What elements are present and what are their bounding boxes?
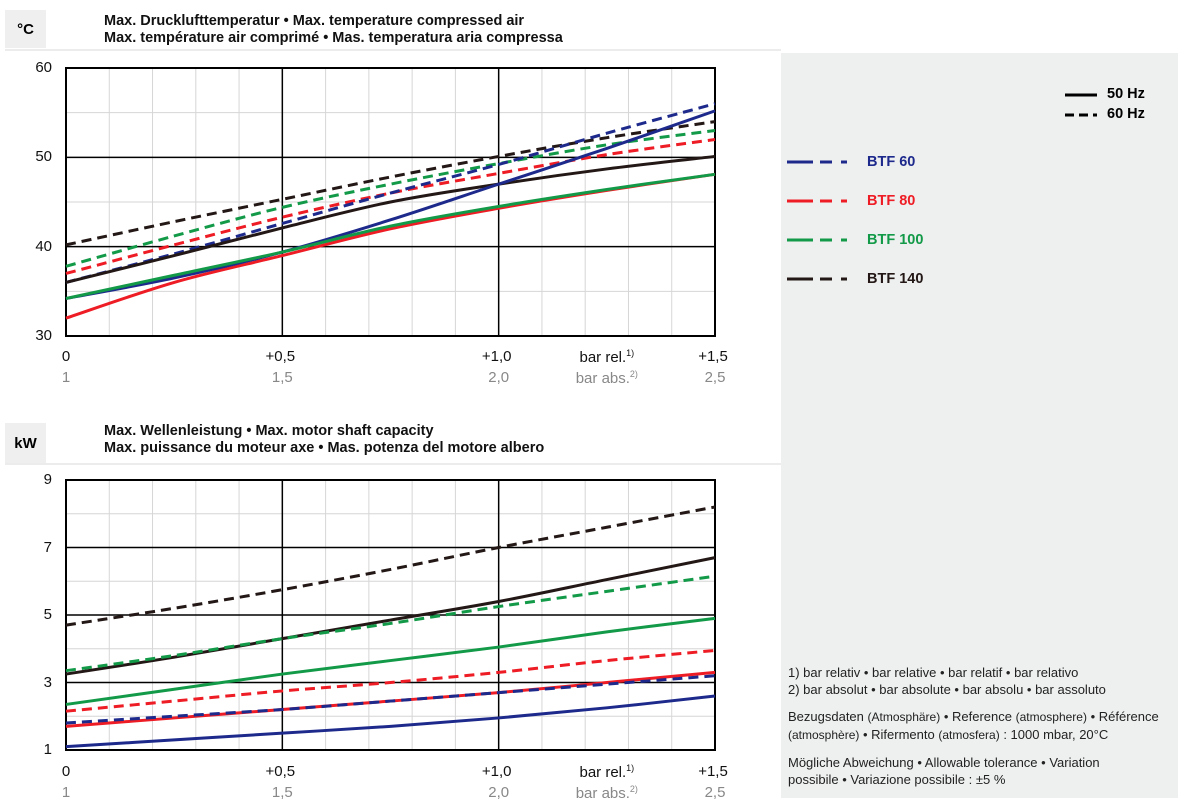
y-tick-label: 5: [43, 606, 52, 623]
ref-text: (atmosphère): [788, 728, 860, 742]
y-tick-label: 7: [43, 538, 52, 556]
series-line-btf-100-60-hz: [65, 574, 716, 673]
footnote-marker: 1): [626, 348, 635, 358]
legend-btf60: BTF 60: [867, 154, 916, 170]
legend-btf80: BTF 80: [867, 193, 916, 209]
ref-text: • Référence: [1086, 709, 1159, 724]
y-tick-label: 30: [35, 327, 52, 344]
legend-btf140: BTF 140: [867, 271, 924, 287]
x-axis-label-rel: bar rel.1): [579, 348, 634, 366]
tolerance-line-1: Mögliche Abweichung • Allowable toleranc…: [788, 755, 1100, 770]
footnote-2: 2) bar absolut • bar absolute • bar abso…: [788, 682, 1106, 697]
header-divider: [5, 463, 781, 465]
x-axis-label-rel: bar rel.1): [579, 763, 634, 781]
legend-panel: 50 Hz 60 Hz BTF 60 BTF 80 BTF 100 BTF 14…: [781, 53, 1178, 798]
x-tick-rel: +1,5: [698, 763, 728, 780]
label-text: bar abs.: [575, 370, 630, 387]
y-tick-label: 3: [43, 673, 52, 691]
series-line-btf-100-50-hz: [65, 616, 716, 706]
legend-50hz: 50 Hz: [1107, 86, 1145, 102]
title-line-2: Max. température air comprimé • Mas. tem…: [104, 30, 563, 46]
footnote-marker: 2): [629, 369, 638, 379]
y-tick-label: 50: [35, 148, 52, 166]
series-line-btf-60-60-hz: [65, 102, 716, 284]
y-tick-label: 9: [43, 471, 52, 488]
tolerance-note: Mögliche Abweichung • Allowable toleranc…: [788, 754, 1178, 788]
x-tick-rel: +0,5: [265, 763, 296, 780]
footnotes: 1) bar relativ • bar relative • bar rela…: [788, 664, 1178, 788]
ref-text: (Atmosphäre): [867, 710, 941, 724]
x-tick-abs: 1: [61, 784, 71, 801]
unit-label-power: kW: [5, 423, 46, 463]
series-line-btf-80-60-hz: [65, 648, 716, 713]
title-line-1: Max. Drucklufttemperatur • Max. temperat…: [104, 13, 525, 29]
x-tick-abs: 2,5: [704, 369, 726, 386]
plot-frame: [65, 479, 716, 751]
footnote-1: 1) bar relativ • bar relative • bar rela…: [788, 665, 1079, 680]
series-line-btf-140-50-hz: [65, 154, 716, 284]
footnote-marker: 1): [626, 763, 635, 773]
ref-text: • Reference: [940, 709, 1016, 724]
x-tick-abs: 2,0: [488, 784, 510, 801]
unit-label-temperature: °C: [5, 10, 46, 48]
label-text: bar abs.: [575, 785, 630, 802]
plot-frame: [65, 67, 716, 337]
x-tick-rel: +0,5: [265, 348, 296, 365]
x-tick-abs: 2,5: [704, 784, 726, 801]
x-tick-rel: 0: [61, 763, 71, 780]
y-tick-label: 1: [43, 741, 52, 758]
ref-text: : 1000 mbar, 20°C: [999, 727, 1109, 742]
chart-title-power: Max. Wellenleistung • Max. motor shaft c…: [104, 423, 544, 457]
label-text: bar rel.: [579, 764, 627, 781]
legend-60hz: 60 Hz: [1107, 106, 1145, 122]
chart-title-temperature: Max. Drucklufttemperatur • Max. temperat…: [104, 13, 563, 47]
x-tick-abs: 1: [61, 369, 71, 386]
footnote-marker: 2): [629, 784, 638, 794]
ref-text: (atmosphere): [1015, 710, 1087, 724]
x-tick-rel: 0: [61, 348, 71, 365]
series-line-btf-140-60-hz: [65, 120, 716, 247]
x-axis-label-abs: bar abs.2): [576, 784, 638, 802]
label-text: bar rel.: [579, 349, 627, 366]
ref-text: (atmosfera): [938, 728, 1000, 742]
x-tick-rel: +1,0: [481, 348, 512, 365]
header-divider: [5, 49, 781, 51]
title-line-2: Max. puissance du moteur axe • Mas. pote…: [104, 440, 545, 456]
reference-note: Bezugsdaten (Atmosphäre) • Reference (at…: [788, 708, 1178, 744]
legend-swatches: [787, 93, 1097, 281]
series-line-btf-140-50-hz: [65, 556, 716, 676]
ref-text: • Rifermento: [859, 727, 939, 742]
y-tick-label: 40: [35, 237, 52, 255]
x-tick-rel: +1,5: [698, 348, 728, 365]
tolerance-line-2: possibile • Variazione possibile : ±5 %: [788, 772, 1006, 787]
x-axis-label-abs: bar abs.2): [576, 369, 638, 387]
title-line-1: Max. Wellenleistung • Max. motor shaft c…: [104, 423, 434, 439]
series-line-btf-100-60-hz: [65, 129, 716, 268]
x-tick-abs: 2,0: [488, 369, 510, 386]
ref-text: Bezugsdaten: [788, 709, 868, 724]
legend-btf100: BTF 100: [867, 232, 924, 248]
series-line-btf-60-50-hz: [65, 694, 716, 749]
x-tick-abs: 1,5: [271, 369, 293, 386]
series-line-btf-60-60-hz: [65, 674, 716, 725]
x-tick-rel: +1,0: [481, 763, 512, 780]
series-line-btf-140-60-hz: [65, 505, 716, 627]
x-tick-abs: 1,5: [271, 784, 293, 801]
series-line-btf-100-50-hz: [65, 172, 716, 300]
y-tick-label: 60: [35, 59, 52, 76]
series-line-btf-60-50-hz: [65, 109, 716, 300]
